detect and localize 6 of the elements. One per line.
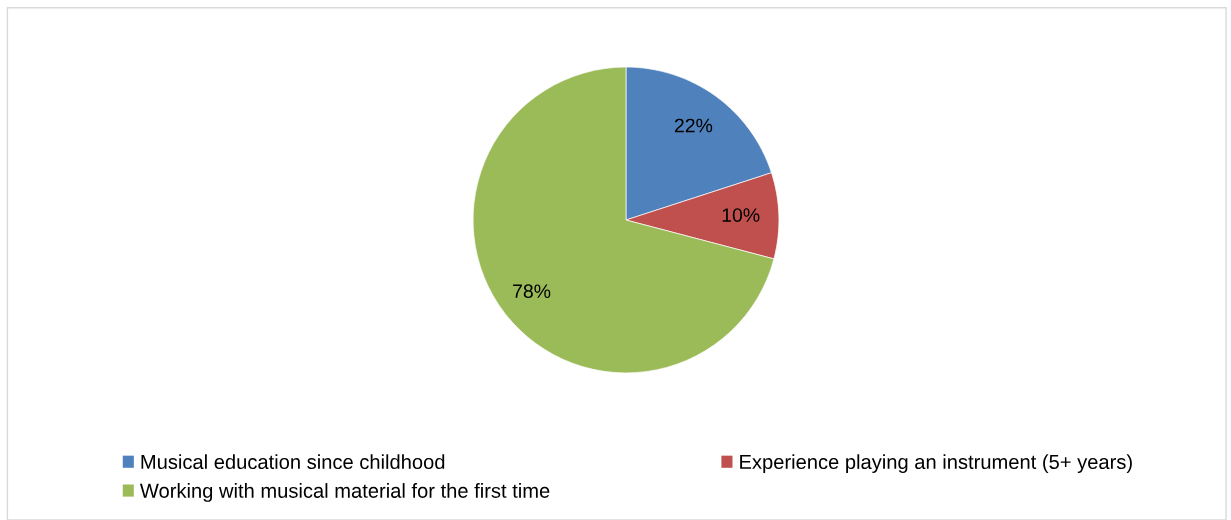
data-label: 22% <box>674 118 713 133</box>
data-label: 78% <box>513 284 551 299</box>
data-label: 10% <box>722 208 760 222</box>
legend-label: Experience playing an instrument (5+ years) <box>740 454 1132 474</box>
legend-label: Musical education since childhood <box>141 454 445 470</box>
legend-label: Working with musical material for the first time <box>139 483 550 502</box>
